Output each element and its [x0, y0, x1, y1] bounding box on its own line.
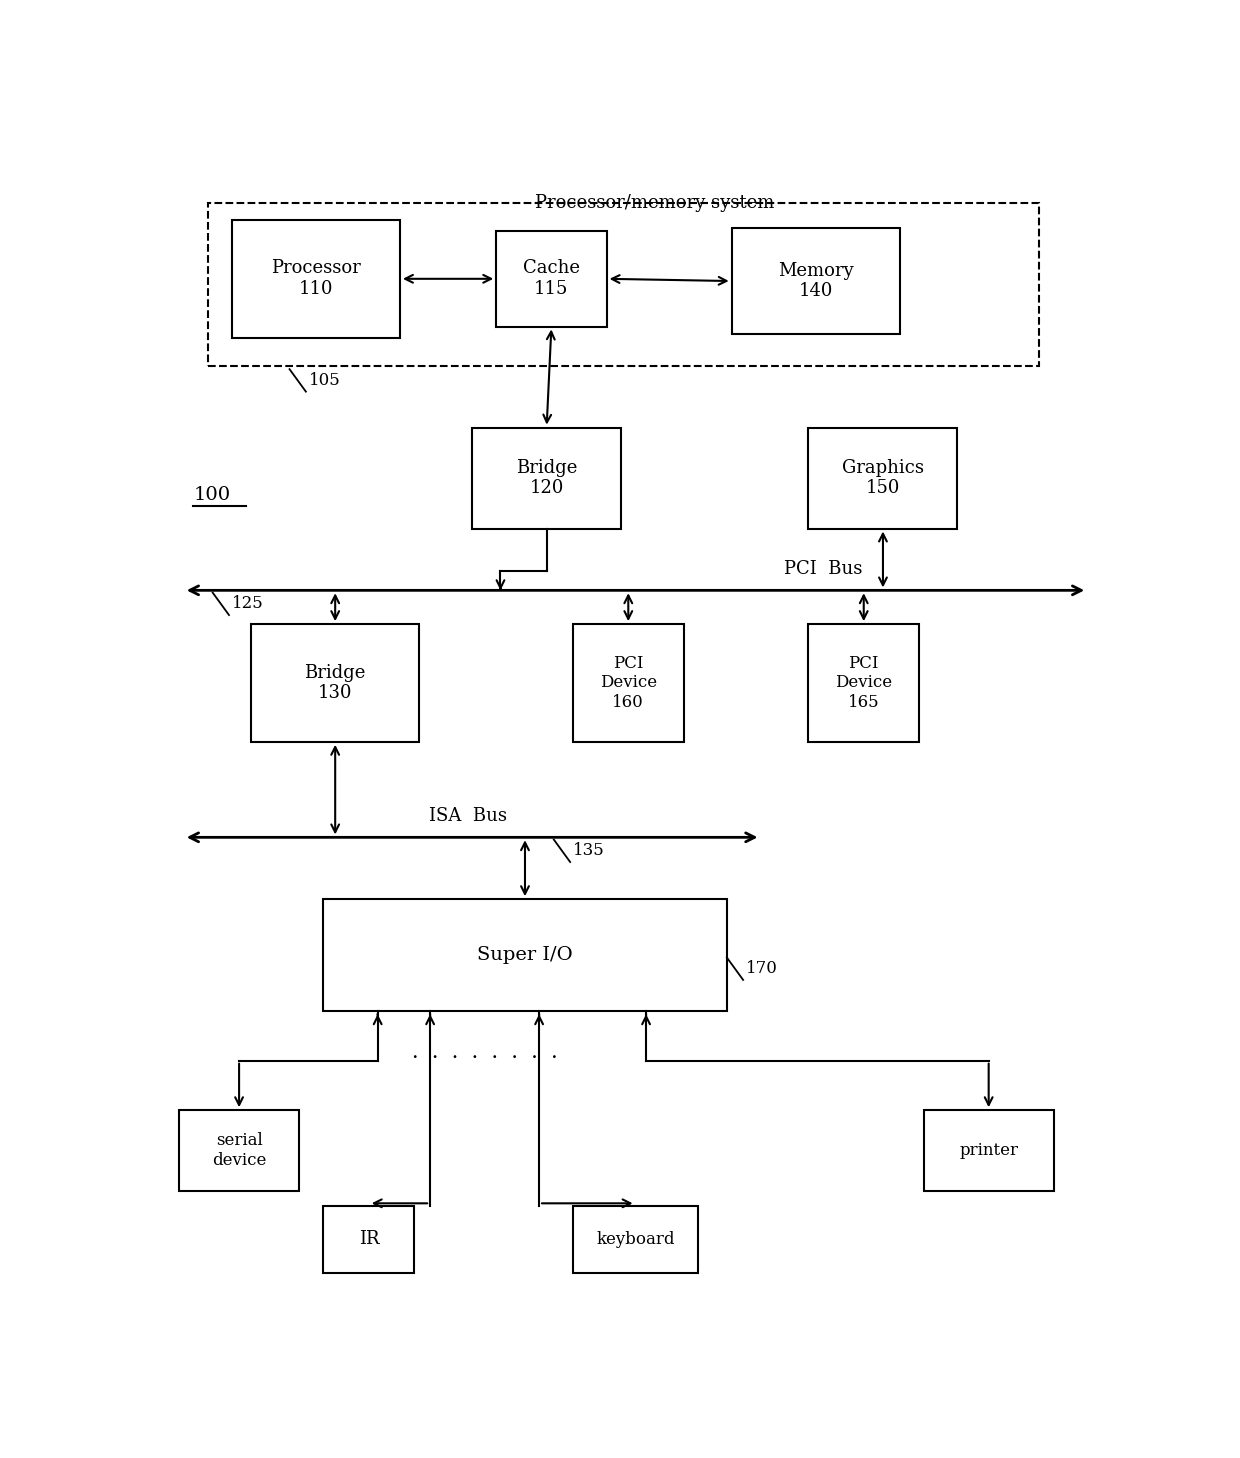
Text: ·  ·  ·  ·  ·  ·  ·  ·: · · · · · · · ·: [412, 1048, 558, 1069]
Text: 125: 125: [232, 595, 264, 612]
Text: Processor/memory system: Processor/memory system: [534, 194, 775, 211]
Text: 135: 135: [573, 843, 605, 859]
Text: Bridge
120: Bridge 120: [516, 459, 578, 497]
Text: serial
device: serial device: [212, 1133, 267, 1169]
Text: Graphics
150: Graphics 150: [842, 459, 924, 497]
Bar: [573, 624, 683, 742]
Text: ISA  Bus: ISA Bus: [429, 806, 507, 825]
Bar: [250, 624, 419, 742]
Text: 100: 100: [193, 486, 231, 504]
Text: Super I/O: Super I/O: [477, 946, 573, 964]
Bar: [232, 220, 401, 338]
Bar: [324, 1206, 414, 1273]
Bar: [808, 624, 919, 742]
Bar: [324, 900, 727, 1012]
Bar: [808, 427, 957, 529]
Bar: [472, 427, 621, 529]
Text: PCI
Device
165: PCI Device 165: [836, 655, 893, 712]
Bar: [573, 1206, 698, 1273]
Text: Bridge
130: Bridge 130: [305, 663, 366, 703]
Text: keyboard: keyboard: [596, 1231, 675, 1248]
Text: PCI
Device
160: PCI Device 160: [600, 655, 657, 712]
Bar: [179, 1110, 299, 1191]
Text: IR: IR: [358, 1231, 379, 1248]
Text: printer: printer: [960, 1142, 1018, 1159]
Bar: [732, 227, 900, 334]
Bar: [924, 1110, 1054, 1191]
Text: 105: 105: [309, 372, 341, 389]
Bar: [496, 232, 606, 327]
Text: PCI  Bus: PCI Bus: [785, 560, 863, 577]
Text: Processor
110: Processor 110: [272, 260, 361, 299]
Text: 170: 170: [746, 961, 777, 977]
Bar: [208, 203, 1039, 366]
Text: Cache
115: Cache 115: [523, 260, 580, 299]
Text: Memory
140: Memory 140: [777, 261, 853, 300]
